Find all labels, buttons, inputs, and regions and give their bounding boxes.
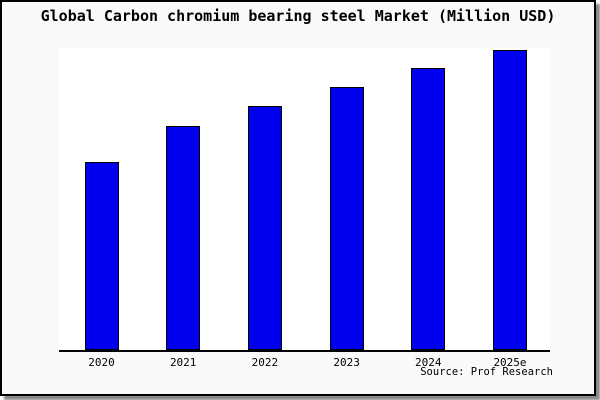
bar-2020 [84, 162, 119, 350]
plot-area [59, 48, 550, 352]
x-tick-2022: 2022 [251, 356, 279, 369]
x-tick-2025e: 2025e [493, 356, 527, 369]
x-tick-2020: 2020 [88, 356, 115, 369]
x-tick-2021: 2021 [169, 356, 197, 369]
x-tick-2024: 2024 [415, 356, 442, 369]
bar-2021 [166, 126, 201, 350]
bar-2024 [411, 68, 446, 350]
x-tick-2023: 2023 [333, 356, 360, 369]
chart-title: Global Carbon chromium bearing steel Mar… [40, 7, 556, 25]
source-credit: Source: Prof Research [420, 366, 553, 378]
bar-2025e [493, 50, 527, 350]
bar-2023 [329, 87, 364, 350]
bar-2022 [247, 106, 282, 350]
